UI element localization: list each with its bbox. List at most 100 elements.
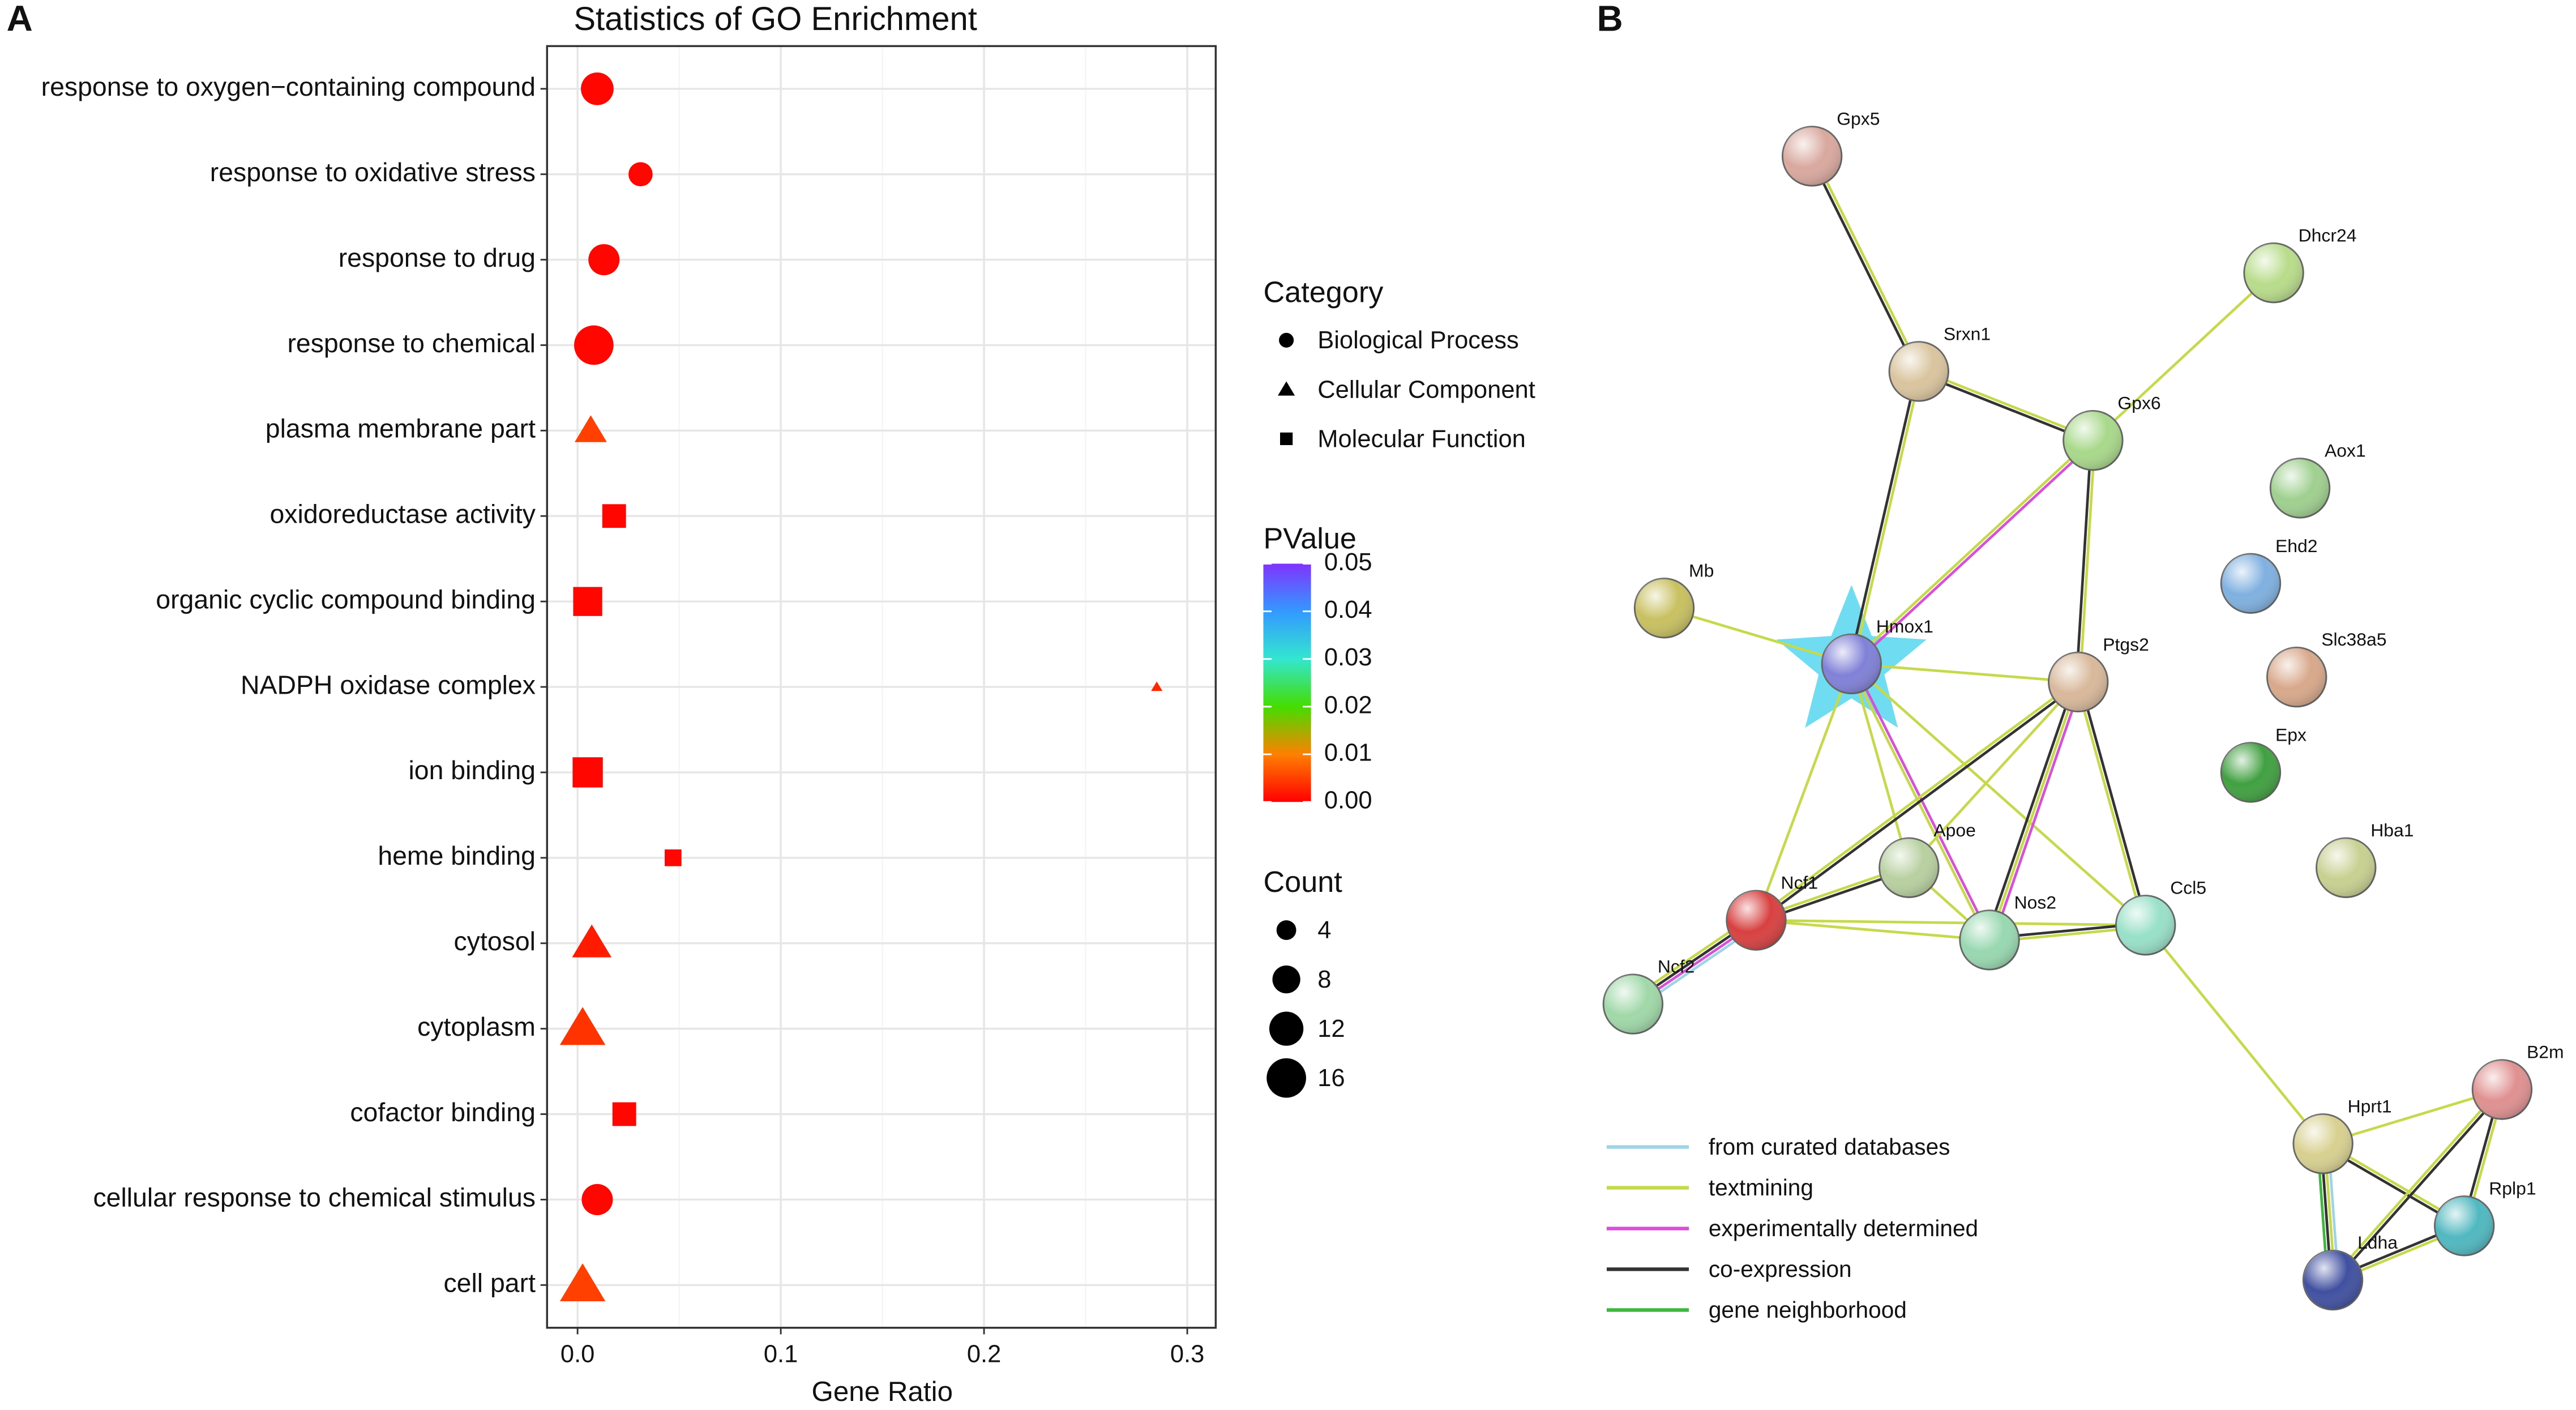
panel-label: A xyxy=(7,0,33,39)
node-shine xyxy=(2293,1114,2353,1174)
edge xyxy=(1848,370,1922,665)
edge-line xyxy=(1991,682,2083,942)
edge-line xyxy=(1849,438,2093,664)
size-legend-marker xyxy=(1276,920,1296,940)
y-tick-label: cytoplasm xyxy=(417,1012,536,1041)
node-label: Ncf2 xyxy=(1658,956,1695,977)
colorbar-label: 0.04 xyxy=(1324,596,1372,623)
y-tick-label: cellular response to chemical stimulus xyxy=(93,1183,536,1212)
edge xyxy=(1849,438,2095,666)
colorbar xyxy=(1263,563,1311,802)
edge xyxy=(1756,918,1990,942)
edge-line xyxy=(1848,370,1919,664)
node-label: Hprt1 xyxy=(2348,1096,2392,1116)
node-label: Ccl5 xyxy=(2170,877,2206,898)
point xyxy=(573,587,602,616)
edge-line xyxy=(1756,682,2081,923)
legend-title: Category xyxy=(1263,276,1383,309)
edge-line xyxy=(1988,681,2079,941)
y-tick-label: oxidoreductase activity xyxy=(270,499,536,529)
size-legend-label: 8 xyxy=(1317,966,1331,993)
point xyxy=(574,325,614,365)
point xyxy=(559,1263,606,1302)
node-label: Hmox1 xyxy=(1876,616,1933,636)
edge xyxy=(2322,1088,2503,1145)
edge-line xyxy=(1852,371,1922,665)
legend-title: Count xyxy=(1263,866,1342,899)
legend-label: Molecular Function xyxy=(1317,425,1526,452)
node-label: Mb xyxy=(1689,560,1714,580)
size-legend-label: 16 xyxy=(1317,1065,1345,1092)
edge-line xyxy=(1984,680,2076,939)
node-label: Dhcr24 xyxy=(2299,225,2357,245)
node-shine xyxy=(1726,890,1786,950)
edge-line xyxy=(2144,924,2324,1145)
legend-marker xyxy=(1278,381,1295,396)
edge-line xyxy=(2078,681,2149,925)
edge xyxy=(2144,924,2324,1145)
edge-line xyxy=(1850,663,2147,926)
panel-label: B xyxy=(1597,0,1623,39)
size-legend-label: 12 xyxy=(1317,1015,1345,1042)
edge xyxy=(2092,272,2275,442)
edge xyxy=(2075,681,2149,926)
y-tick-label: plasma membrane part xyxy=(266,414,536,443)
colorbar-label: 0.00 xyxy=(1324,787,1372,814)
point xyxy=(665,849,682,866)
edge-line xyxy=(2330,1087,2502,1280)
node-shine xyxy=(1634,578,1694,638)
point xyxy=(572,757,603,788)
node-shine xyxy=(1782,126,1842,186)
legend-label: experimentally determined xyxy=(1709,1215,1978,1241)
edge-line xyxy=(1756,918,2146,927)
point xyxy=(581,1183,613,1215)
node-label: Slc38a5 xyxy=(2321,629,2386,650)
node-shine xyxy=(1879,838,1939,898)
node-label: Ptgs2 xyxy=(2103,634,2149,655)
node-shine xyxy=(2244,243,2304,303)
point xyxy=(602,504,626,528)
node-shine xyxy=(2472,1059,2532,1120)
y-tick-label: NADPH oxidase complex xyxy=(241,670,536,699)
colorbar-label: 0.05 xyxy=(1324,549,1372,576)
legend-label: gene neighborhood xyxy=(1709,1297,1907,1323)
point xyxy=(1151,681,1163,691)
y-tick-label: ion binding xyxy=(408,755,536,785)
x-tick-label: 0.1 xyxy=(764,1341,798,1368)
edge-line xyxy=(1812,155,1922,371)
y-tick-label: response to drug xyxy=(339,243,536,272)
edge-line xyxy=(1755,663,1853,921)
chart-title: Statistics of GO Enrichment xyxy=(574,1,977,37)
point xyxy=(559,1007,606,1045)
node-shine xyxy=(1822,634,1881,694)
node-label: Gpx6 xyxy=(2117,392,2160,413)
edge xyxy=(1851,663,2078,683)
legend-label: co-expression xyxy=(1709,1256,1852,1282)
colorbar-label: 0.02 xyxy=(1324,691,1372,719)
node-label: Rplp1 xyxy=(2489,1178,2536,1198)
node-label: Gpx5 xyxy=(1837,108,1880,129)
node-label: Ldha xyxy=(2357,1232,2398,1253)
node-label: Nos2 xyxy=(2014,892,2056,913)
edge-line xyxy=(2075,682,2145,926)
edge-line xyxy=(1850,663,1911,868)
point xyxy=(581,72,614,105)
colorbar-label: 0.03 xyxy=(1324,644,1372,671)
edge-line xyxy=(2092,272,2275,442)
size-legend-label: 4 xyxy=(1317,917,1331,944)
node-shine xyxy=(2221,554,2280,613)
node-label: B2m xyxy=(2527,1042,2564,1062)
edge-line xyxy=(2078,440,2096,682)
edge xyxy=(1755,663,1853,921)
edge xyxy=(1663,606,1852,665)
edge-line xyxy=(2075,440,2093,682)
point xyxy=(588,244,620,276)
node-shine xyxy=(2434,1196,2494,1256)
legend-label: Cellular Component xyxy=(1317,376,1535,403)
edge xyxy=(2075,440,2096,682)
legend-label: textmining xyxy=(1709,1174,1813,1200)
legend-marker xyxy=(1280,432,1293,446)
y-tick-label: response to oxidative stress xyxy=(210,157,536,187)
